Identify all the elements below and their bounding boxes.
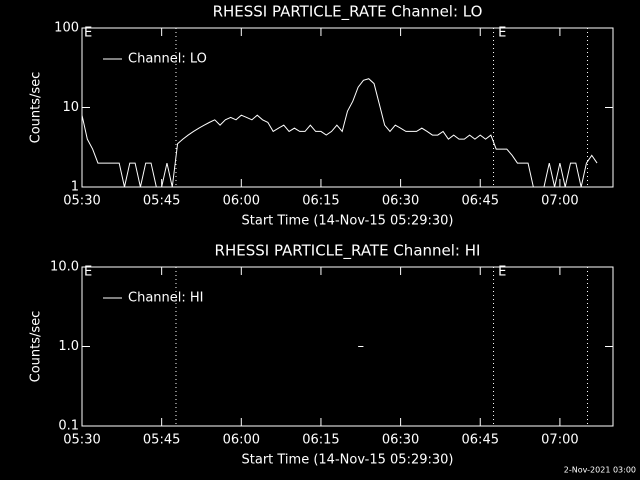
y-tick-label: 1.0 xyxy=(58,339,79,354)
y-tick-label: 10.0 xyxy=(50,260,79,275)
y-axis-label: Counts/sec xyxy=(29,72,44,144)
x-tick-label: 06:30 xyxy=(382,194,419,209)
x-tick-label: 06:00 xyxy=(223,433,260,448)
x-tick-label: 05:30 xyxy=(63,433,100,448)
x-tick-label: 06:30 xyxy=(382,433,419,448)
x-tick-label: 06:00 xyxy=(223,194,260,209)
y-tick-label: 1 xyxy=(71,180,79,195)
x-axis-label: Start Time (14-Nov-15 05:29:30) xyxy=(242,214,454,229)
x-tick-label: 07:00 xyxy=(541,433,578,448)
chart-title: RHESSI PARTICLE_RATE Channel: LO xyxy=(213,3,483,22)
x-tick-label: 05:45 xyxy=(143,194,180,209)
x-tick-label: 06:15 xyxy=(302,433,339,448)
x-tick-label: 06:45 xyxy=(462,433,499,448)
event-label: E xyxy=(84,26,92,41)
x-tick-label: 05:45 xyxy=(143,433,180,448)
event-label: E xyxy=(84,265,92,280)
event-label: E xyxy=(498,26,506,41)
x-axis-label: Start Time (14-Nov-15 05:29:30) xyxy=(242,453,454,468)
legend-label: Channel: HI xyxy=(128,291,204,306)
y-tick-label: 100 xyxy=(54,21,79,36)
y-tick-label: 0.1 xyxy=(58,419,79,434)
footer: 2-Nov-2021 03:00 xyxy=(564,466,636,475)
x-tick-label: 05:30 xyxy=(63,194,100,209)
y-axis-label: Counts/sec xyxy=(29,311,44,383)
x-tick-label: 06:15 xyxy=(302,194,339,209)
data-line xyxy=(81,78,598,188)
chart-title: RHESSI PARTICLE_RATE Channel: HI xyxy=(215,242,481,261)
legend-label: Channel: LO xyxy=(128,52,207,67)
x-tick-label: 07:00 xyxy=(541,194,578,209)
y-tick-label: 10 xyxy=(62,100,79,115)
event-label: E xyxy=(498,265,506,280)
x-tick-label: 06:45 xyxy=(462,194,499,209)
